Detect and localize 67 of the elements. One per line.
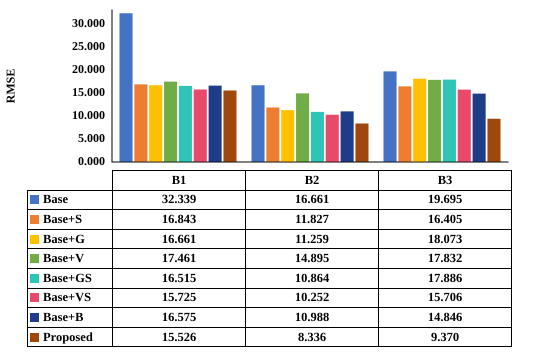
data-label: 9.370 [378, 327, 512, 347]
data-label: 17.461 [112, 248, 246, 268]
legend-label: Base+B [28, 308, 112, 328]
bar [119, 13, 133, 162]
data-label: 11.827 [246, 210, 378, 230]
data-label: 15.725 [112, 288, 246, 308]
bar [472, 94, 486, 162]
data-label: 32.339 [112, 190, 246, 210]
y-tick-label: 10.000 [72, 108, 105, 122]
data-label: 8.336 [246, 327, 378, 347]
data-label: 10.864 [246, 268, 378, 288]
bar [428, 80, 442, 162]
bar [149, 85, 162, 162]
y-axis-title: RMSE [3, 68, 18, 104]
bar [442, 80, 456, 162]
bar [266, 107, 280, 162]
x-tick-label: B2 [246, 170, 378, 190]
bar [487, 118, 501, 162]
data-label: 16.515 [112, 268, 246, 288]
data-label: 16.843 [112, 210, 246, 230]
bar [208, 86, 222, 162]
y-tick-label: 5.000 [78, 130, 105, 145]
bar [281, 110, 294, 162]
bar [134, 84, 148, 162]
legend-label: Base+VS [28, 288, 112, 308]
bar [251, 85, 265, 162]
x-tick-label: B1 [112, 170, 246, 190]
legend-label: Base+GS [28, 268, 112, 288]
legend-label: Base [28, 190, 112, 210]
bar [413, 78, 426, 162]
bar [326, 114, 339, 162]
data-label: 14.846 [378, 308, 512, 328]
data-label: 16.575 [112, 308, 246, 328]
bar [398, 86, 412, 162]
bar [383, 71, 397, 162]
bar [296, 93, 310, 162]
data-label: 16.661 [246, 190, 378, 210]
bar [194, 90, 207, 162]
bar [310, 112, 324, 162]
legend-label: Base+V [28, 248, 112, 268]
y-tick-label: 25.000 [72, 39, 105, 54]
data-label: 14.895 [246, 248, 378, 268]
data-label: 10.252 [246, 288, 378, 308]
x-tick-label: B3 [378, 170, 512, 190]
data-label: 17.886 [378, 268, 512, 288]
legend-label: Proposed [28, 327, 112, 347]
legend-label: Base+G [28, 229, 112, 249]
y-tick-label: 15.000 [72, 84, 105, 99]
y-tick-label: 20.000 [72, 62, 105, 76]
data-label: 19.695 [378, 190, 512, 210]
bar [223, 90, 237, 162]
data-label: 18.073 [378, 229, 512, 249]
data-label: 11.259 [246, 229, 378, 249]
legend-label: Base+S [28, 210, 112, 230]
y-tick-label: 0.000 [78, 154, 105, 168]
bar [458, 90, 471, 162]
data-label: 17.832 [378, 248, 512, 268]
data-label: 16.661 [112, 229, 246, 249]
bar [164, 82, 178, 162]
bar [178, 86, 192, 162]
bar [355, 124, 369, 162]
data-label: 10.988 [246, 308, 378, 328]
data-label: 15.706 [378, 288, 512, 308]
y-tick-label: 30.000 [72, 16, 105, 30]
data-label: 16.405 [378, 210, 512, 230]
bar [340, 111, 354, 162]
data-label: 15.526 [112, 327, 246, 347]
